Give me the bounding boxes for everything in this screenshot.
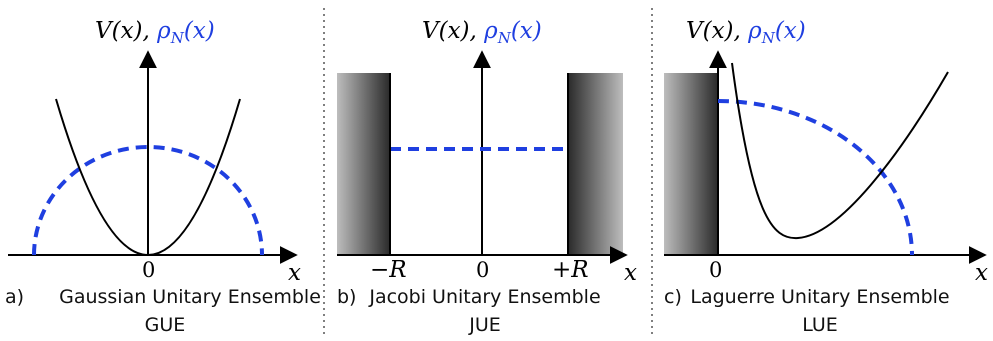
panel-label: b) <box>337 286 356 308</box>
y-axis-label: V(x), ρN(x) <box>95 18 215 47</box>
potential-curve <box>731 62 949 240</box>
tick-label-zero: 0 <box>709 258 722 282</box>
ensemble-title: Jacobi Unitary Ensemble <box>368 286 600 308</box>
ensemble-title: Laguerre Unitary Ensemble <box>690 286 949 308</box>
ensemble-abbreviation: JUE <box>468 314 501 336</box>
tick-label-plus-r: +R <box>552 257 589 283</box>
hard-wall-right <box>568 73 623 255</box>
hard-wall-left <box>337 73 390 255</box>
panel-jue: V(x), ρN(x) −R 0 +R x b) Jacobi Unitary … <box>337 18 637 336</box>
potential-parabola <box>55 98 241 256</box>
ensemble-abbreviation: LUE <box>802 314 838 336</box>
ensemble-title: Gaussian Unitary Ensemble <box>59 286 321 308</box>
panel-label: a) <box>5 286 24 308</box>
panel-gue: V(x), ρN(x) 0 x a) Gaussian Unitary Ense… <box>5 18 321 336</box>
density-quarter-ellipse <box>717 99 914 256</box>
x-axis-label: x <box>975 260 988 286</box>
x-axis-label: x <box>288 260 301 286</box>
tick-label-zero: 0 <box>476 258 489 282</box>
tick-label-zero: 0 <box>142 258 155 282</box>
x-axis-label: x <box>624 260 637 286</box>
hard-wall-left <box>664 73 718 255</box>
density-semicircle <box>32 145 264 256</box>
y-axis-label: V(x), ρN(x) <box>422 18 542 47</box>
tick-label-minus-r: −R <box>370 257 407 283</box>
panel-lue: V(x), ρN(x) 0 x c) Laguerre Unitary Ense… <box>664 18 988 336</box>
ensemble-abbreviation: GUE <box>145 314 186 336</box>
panel-label: c) <box>664 286 682 308</box>
y-axis-label: V(x), ρN(x) <box>686 18 806 47</box>
